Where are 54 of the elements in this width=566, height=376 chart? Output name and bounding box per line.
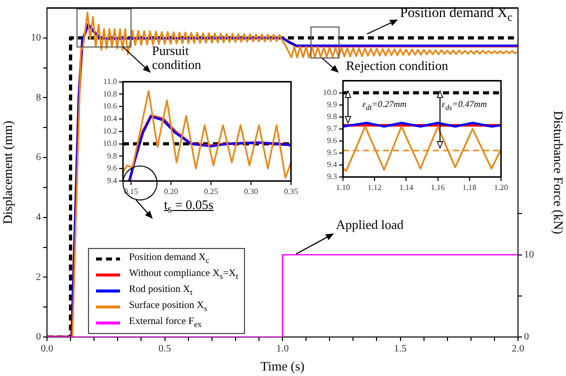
x-tick-label: 2.0 xyxy=(512,344,524,355)
x-tick-label: 1.5 xyxy=(394,344,406,355)
y2-tick-label: 10 xyxy=(524,249,534,260)
x-tick-label: 1.20 xyxy=(494,182,508,192)
y-tick-label: 10.4 xyxy=(103,114,117,124)
x-tick-label: 1.12 xyxy=(368,182,382,192)
y-tick-label: 10.8 xyxy=(103,89,117,98)
y-tick-label: 9.4 xyxy=(327,160,337,170)
x-tick-label: 0.35 xyxy=(284,186,298,196)
y-tick-label: 9.8 xyxy=(107,151,117,160)
y-tick-label: 8 xyxy=(36,92,41,104)
y-tick-label: 2 xyxy=(36,272,41,283)
y-tick-label: 4 xyxy=(36,212,41,223)
y-tick-label: 10.6 xyxy=(103,102,117,111)
x-tick-label: 1.0 xyxy=(276,344,289,355)
x-tick-label: 0.20 xyxy=(164,186,178,196)
y2-axis-title: Disturbance Force (kN) xyxy=(550,110,566,234)
x-tick-label: 1.16 xyxy=(430,182,445,192)
x-tick-label: 1.18 xyxy=(462,182,476,192)
y-tick-label: 10 xyxy=(31,32,41,44)
y-tick-label: 10.0 xyxy=(103,138,117,148)
legend-label: Rod position X$_{t}$ xyxy=(129,283,192,299)
y2-tick-label: 0 xyxy=(524,332,529,343)
x-tick-label: 1.14 xyxy=(399,182,414,192)
y-tick-label: 6 xyxy=(36,152,41,164)
y-tick-label: 9.6 xyxy=(327,136,337,146)
y-tick-label: 9.3 xyxy=(327,172,337,182)
y-tick-label: 9.8 xyxy=(327,112,337,121)
annotation: Rejection condition xyxy=(346,58,448,73)
annotation: ε$_{dt}$=0.27mm xyxy=(362,99,407,112)
y-tick-label: 9.6 xyxy=(107,164,117,173)
x-tick-label: 0.30 xyxy=(244,186,258,196)
y-tick-label: 0 xyxy=(36,332,41,343)
x-axis-title: Time (s) xyxy=(260,358,304,374)
annotation: Applied load xyxy=(336,217,404,232)
y-tick-label: 10.0 xyxy=(323,88,337,97)
y-axis-title: Displacement (mm) xyxy=(0,120,16,224)
y-tick-label: 9.5 xyxy=(327,148,337,158)
y-tick-label: 9.7 xyxy=(327,124,337,133)
x-tick-label: 1.10 xyxy=(336,182,350,192)
x-tick-label: 0.25 xyxy=(204,186,218,196)
x-tick-label: 0.0 xyxy=(40,344,54,355)
y-tick-label: 10.2 xyxy=(103,126,117,136)
y-tick-label: 9.9 xyxy=(327,100,337,109)
legend-label: Surface position X$_{s}$ xyxy=(129,299,208,315)
y-tick-label: 9.4 xyxy=(107,176,117,186)
y-tick-label: 11.0 xyxy=(103,76,117,86)
x-tick-label: 0.5 xyxy=(158,344,171,355)
annotation: ε$_{ds}$=0.47mm xyxy=(442,98,487,112)
annotation: Pursuit condition xyxy=(152,43,202,72)
legend-label: External force F$_{ex}$ xyxy=(129,315,202,331)
annotation: t$_{s}$ = 0.05s xyxy=(164,197,214,216)
legend-label: Position demand X$_{c}$ xyxy=(129,251,210,267)
legend-label: Without compliance X$_{s}$=X$_{t}$ xyxy=(129,267,238,283)
